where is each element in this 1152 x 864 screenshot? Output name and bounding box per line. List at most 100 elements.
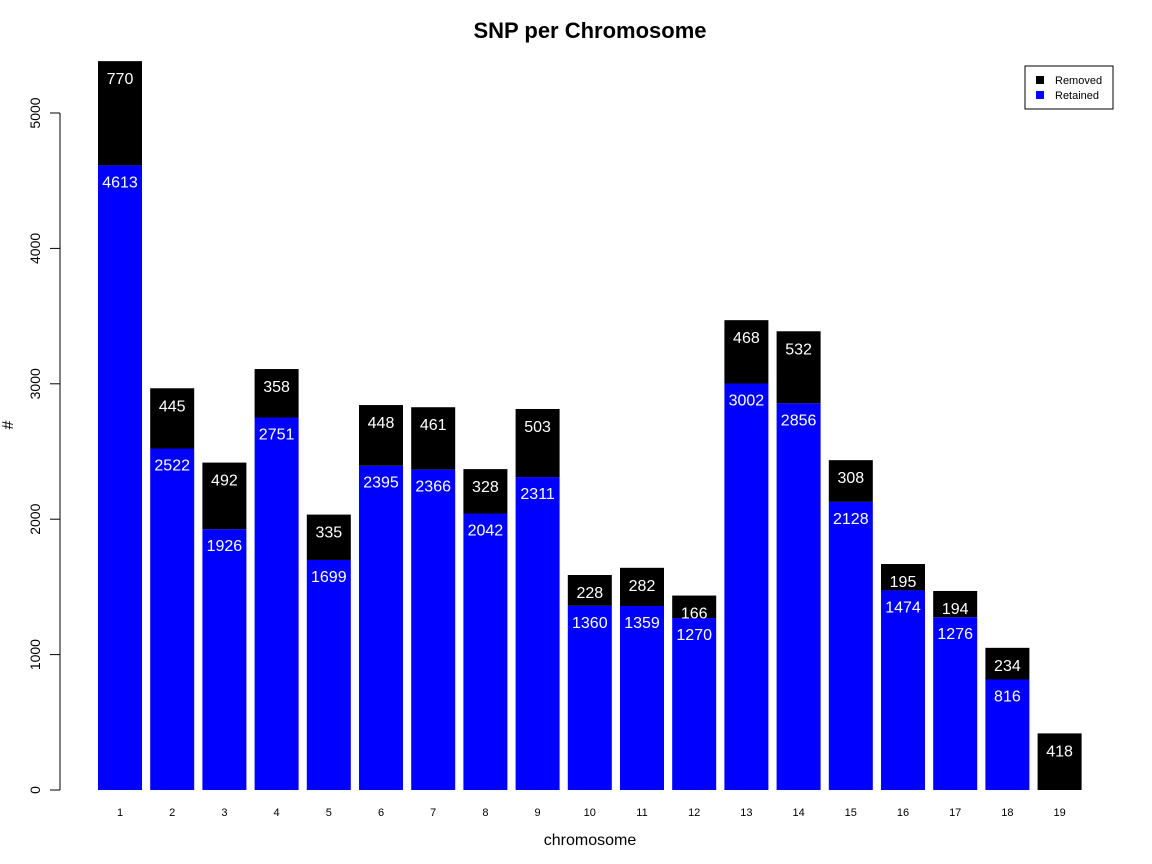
legend-box — [1024, 65, 1114, 110]
bar-stack-16: 1474 195 — [881, 564, 925, 790]
data-label-retained: 1360 — [572, 615, 608, 632]
bar-stack-14: 2856 532 — [776, 331, 821, 790]
x-tick-label: 12 — [688, 807, 700, 819]
bar-stack-2: 2522 445 — [150, 388, 195, 790]
bar-removed — [881, 564, 925, 591]
data-label-retained: 3002 — [729, 393, 765, 410]
bar-retained — [359, 465, 403, 790]
bar-retained — [985, 679, 1030, 790]
bar-stack-5: 1699 335 — [306, 514, 351, 790]
data-label-retained: 1926 — [207, 538, 243, 555]
bar-stack-6: 2395 448 — [359, 405, 403, 790]
data-label-retained: 2751 — [259, 427, 295, 444]
y-axis: 0 1000 2000 3000 4000 5000 — [27, 97, 61, 794]
x-tick-label: 7 — [430, 807, 436, 819]
bar-retained — [463, 513, 508, 790]
x-tick-label: 13 — [740, 807, 752, 819]
data-label-retained: 2128 — [833, 511, 869, 528]
data-label-removed: 468 — [733, 330, 760, 347]
y-tick-label: 4000 — [27, 233, 43, 264]
data-label-retained: 1474 — [885, 599, 921, 616]
bar-removed — [306, 514, 351, 560]
bar-removed — [202, 462, 247, 530]
data-label-removed: 770 — [107, 71, 134, 88]
data-label-retained: 2522 — [154, 458, 190, 475]
bar-retained — [98, 165, 142, 791]
legend-label-retained: Retained — [1055, 90, 1099, 102]
bar-removed — [724, 320, 769, 384]
data-label-removed: 328 — [472, 479, 499, 496]
x-axis: 1 2 3 4 5 6 7 8 9 10 11 12 13 14 15 16 17 18 19 — [117, 807, 1066, 819]
bar-stack-4: 2751 358 — [254, 369, 299, 790]
data-label-removed: 448 — [368, 415, 395, 432]
data-label-removed: 532 — [785, 341, 812, 358]
chart-title: SNP per Chromosome — [473, 18, 706, 43]
bar-removed — [359, 405, 403, 466]
bar-stack-11: 1359 282 — [620, 567, 664, 790]
bar-retained — [515, 477, 560, 790]
data-label-removed: 308 — [837, 470, 864, 487]
bar-retained — [306, 559, 351, 790]
bar-stack-12: 1270 166 — [672, 595, 717, 790]
x-axis-label: chromosome — [544, 832, 637, 849]
data-label-retained: 1699 — [311, 569, 347, 586]
bar-stack-10: 1360 228 — [567, 574, 612, 790]
bar-removed — [567, 574, 612, 606]
legend-label-removed: Removed — [1055, 75, 1102, 87]
data-label-retained: 2366 — [415, 479, 451, 496]
bar-stack-3: 1926 492 — [202, 462, 247, 790]
x-tick-label: 17 — [949, 807, 961, 819]
bar-stack-13: 3002 468 — [724, 320, 769, 790]
x-tick-label: 10 — [584, 807, 596, 819]
legend-swatch-retained — [1036, 91, 1044, 99]
data-label-removed: 445 — [159, 398, 186, 415]
data-label-retained: 4613 — [102, 174, 138, 191]
data-label-retained: 2395 — [363, 475, 399, 492]
data-label-removed: 228 — [576, 585, 603, 602]
y-axis-label: # — [0, 420, 17, 429]
data-label-removed: 492 — [211, 473, 238, 490]
bar-retained — [933, 617, 978, 790]
x-tick-label: 16 — [897, 807, 909, 819]
x-tick-label: 9 — [535, 807, 541, 819]
data-label-removed: 166 — [681, 606, 708, 623]
bars-group: 4613 770 2522 445 1926 492 2751 358 1699 335 2395 4… — [98, 61, 1082, 791]
y-tick-label: 2000 — [27, 503, 43, 534]
bar-removed — [933, 590, 978, 618]
data-label-removed: 418 — [1046, 743, 1073, 760]
data-label-removed: 358 — [263, 379, 290, 396]
data-label-removed: 335 — [315, 525, 342, 542]
bar-retained — [620, 605, 664, 790]
bar-stack-15: 2128 308 — [828, 460, 873, 790]
legend-swatch-removed — [1036, 76, 1044, 84]
bar-stack-18: 816 234 — [985, 647, 1030, 790]
bar-removed — [150, 388, 195, 449]
bar-retained — [254, 417, 299, 790]
x-tick-label: 1 — [117, 807, 123, 819]
x-tick-label: 4 — [274, 807, 280, 819]
data-label-retained: 816 — [994, 689, 1021, 706]
x-tick-label: 5 — [326, 807, 332, 819]
y-tick-label: 1000 — [27, 639, 43, 670]
bar-retained — [567, 605, 612, 790]
y-tick-label: 5000 — [27, 97, 43, 128]
data-label-removed: 282 — [629, 578, 656, 595]
bar-removed — [98, 61, 142, 166]
data-label-retained: 2042 — [468, 523, 504, 540]
bar-removed — [463, 469, 508, 514]
bar-removed — [1037, 733, 1082, 790]
bar-stack-17: 1276 194 — [933, 590, 978, 790]
bar-retained — [724, 383, 769, 790]
legend: Removed Retained — [1024, 65, 1114, 110]
data-label-retained: 2311 — [520, 486, 555, 503]
bar-removed — [515, 408, 560, 478]
x-tick-label: 6 — [378, 807, 384, 819]
bar-stack-1: 4613 770 — [98, 61, 142, 791]
bar-stack-9: 2311 503 — [515, 408, 560, 790]
bar-removed — [254, 369, 299, 418]
data-label-removed: 195 — [890, 574, 917, 591]
x-tick-label: 18 — [1001, 807, 1013, 819]
bar-removed — [776, 331, 821, 404]
y-tick-label: 0 — [27, 786, 43, 794]
bar-removed — [828, 460, 873, 502]
